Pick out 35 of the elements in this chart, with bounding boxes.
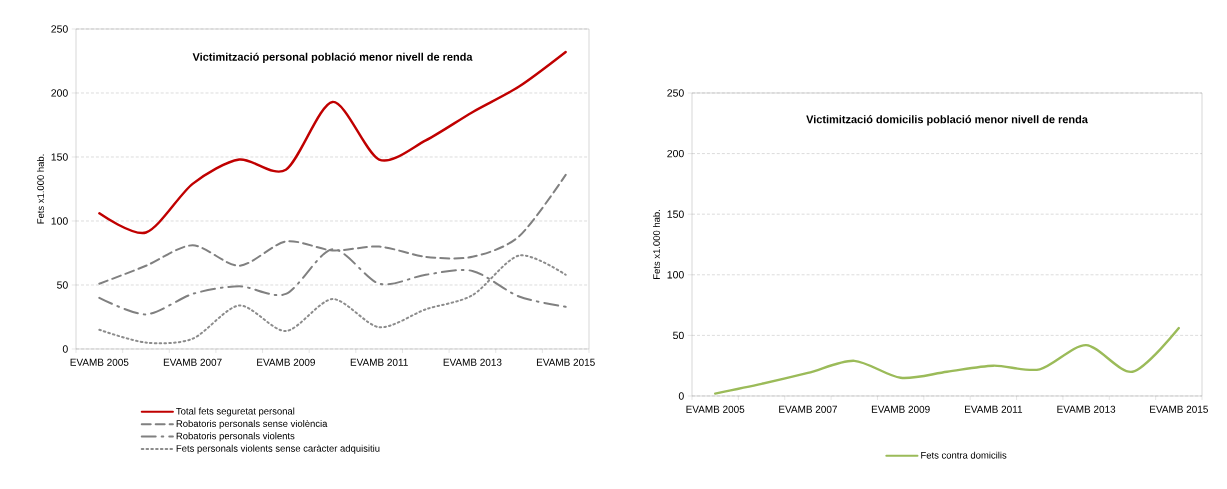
y-tick-label: 200 bbox=[667, 149, 684, 158]
y-tick-label: 250 bbox=[51, 25, 68, 33]
x-tick-label: EVAMB 2011 bbox=[965, 405, 1023, 413]
x-tick-label: EVAMB 2005 bbox=[70, 358, 129, 366]
y-axis-title: Fets x1.000 hab. bbox=[36, 154, 44, 224]
text: Victimització personal població menor nivell de renda bbox=[192, 52, 473, 63]
x-tick-label: EVAMB 2007 bbox=[779, 405, 837, 413]
y-tick-label: 250 bbox=[667, 89, 684, 97]
y-tick-label: 150 bbox=[667, 210, 684, 218]
y-tick-label: 0 bbox=[62, 345, 68, 353]
line-series bbox=[98, 50, 567, 234]
x-tick-label: EVAMB 2015 bbox=[536, 358, 595, 366]
x-tick-label: EVAMB 2007 bbox=[163, 358, 222, 366]
line-series bbox=[714, 326, 1181, 395]
x-tick-label: EVAMB 2011 bbox=[350, 358, 408, 366]
legend-label: Robatoris personals violents bbox=[176, 432, 295, 442]
y-tick-label: 50 bbox=[673, 331, 684, 340]
x-tick-label: EVAMB 2009 bbox=[871, 405, 930, 413]
y-tick-label: 150 bbox=[51, 153, 68, 161]
x-tick-label: EVAMB 2005 bbox=[686, 405, 745, 413]
legend-label: Fets contra domicilis bbox=[921, 451, 1007, 459]
legend-label: Fets personals violents sense caràcter adquisitiu bbox=[176, 444, 380, 454]
x-tick-label: EVAMB 2013 bbox=[443, 358, 502, 366]
y-tick-label: 100 bbox=[51, 217, 68, 225]
legend-label: Total fets seguretat personal bbox=[176, 407, 295, 417]
x-tick-label: EVAMB 2013 bbox=[1057, 405, 1116, 413]
y-tick-label: 0 bbox=[678, 392, 684, 400]
x-tick-label: EVAMB 2009 bbox=[257, 358, 315, 366]
legend-label: Robatoris personals sense violència bbox=[176, 419, 328, 429]
x-tick-label: EVAMB 2015 bbox=[1150, 405, 1208, 413]
y-tick-label: 50 bbox=[57, 281, 68, 289]
y-tick-label: 200 bbox=[51, 89, 68, 97]
y-axis-title: Fets x1.000 hab. bbox=[653, 210, 660, 279]
text: Victimització domicilis població menor nivell de renda bbox=[806, 115, 1088, 126]
y-tick-label: 100 bbox=[667, 271, 684, 279]
